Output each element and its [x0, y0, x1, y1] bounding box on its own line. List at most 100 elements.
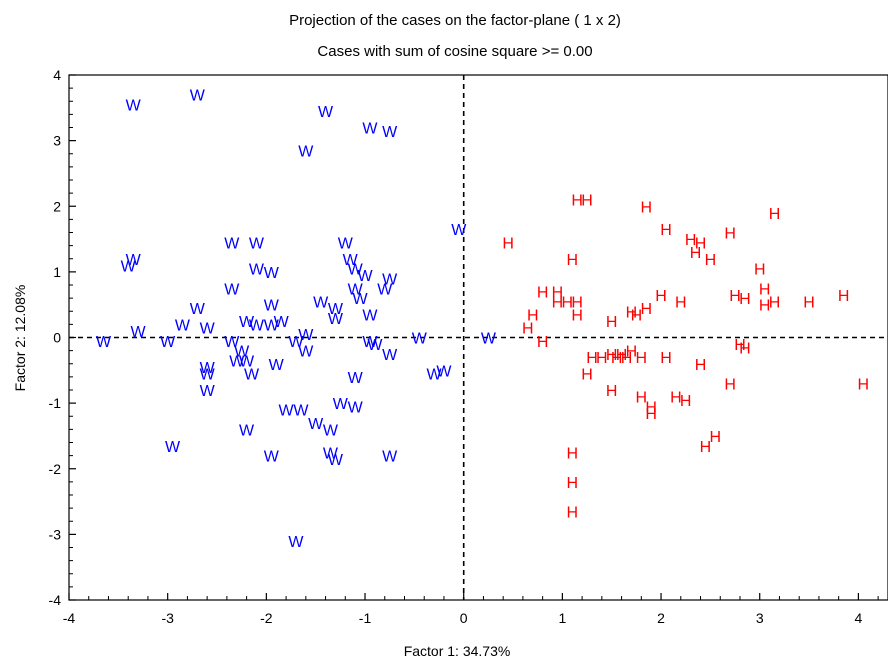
point-W: W — [190, 88, 206, 105]
x-tick-label: 4 — [854, 610, 862, 626]
point-W: W — [200, 367, 216, 384]
point-H: H — [631, 308, 643, 325]
point-H: H — [552, 285, 564, 302]
point-W: W — [348, 281, 364, 298]
point-H: H — [621, 350, 633, 367]
y-tick-label: -2 — [49, 461, 62, 477]
point-H: H — [838, 288, 850, 305]
point-H: H — [700, 439, 712, 456]
point-W: W — [377, 281, 393, 298]
point-H: H — [769, 206, 781, 223]
reference-lines — [69, 75, 888, 600]
point-W: W — [348, 262, 364, 279]
point-H: H — [759, 298, 771, 315]
point-W: W — [328, 301, 344, 318]
point-H: H — [552, 294, 564, 311]
y-tick-label: -4 — [49, 592, 62, 608]
point-H: H — [769, 294, 781, 311]
point-W: W — [175, 317, 191, 334]
chart-title: Projection of the cases on the factor-pl… — [289, 12, 621, 29]
point-H: H — [616, 347, 628, 364]
point-W: W — [357, 268, 373, 285]
point-W: W — [126, 98, 142, 115]
point-H: H — [640, 301, 652, 318]
point-H: H — [636, 390, 648, 407]
point-H: H — [626, 304, 638, 321]
point-W: W — [165, 439, 181, 456]
point-H: H — [660, 350, 672, 367]
point-W: W — [436, 363, 452, 380]
point-W: W — [190, 301, 206, 318]
x-axis-label: Factor 1: 34.73% — [404, 643, 511, 659]
point-H: H — [645, 399, 657, 416]
point-H: H — [739, 340, 751, 357]
x-tick-label: -2 — [260, 610, 273, 626]
x-tick-label: 1 — [558, 610, 566, 626]
point-W: W — [362, 308, 378, 325]
point-W: W — [200, 360, 216, 377]
point-H: H — [581, 193, 593, 210]
point-W: W — [239, 353, 255, 370]
point-H: H — [502, 235, 514, 252]
point-H: H — [660, 222, 672, 239]
x-tick-label: -4 — [63, 610, 76, 626]
point-H: H — [527, 308, 539, 325]
point-H: H — [670, 390, 682, 407]
point-W: W — [353, 291, 369, 308]
point-W: W — [249, 235, 265, 252]
point-W: W — [382, 449, 398, 466]
point-H: H — [566, 445, 578, 462]
point-W: W — [362, 334, 378, 351]
y-tick-label: 1 — [53, 264, 61, 280]
y-axis-label: Factor 2: 12.08% — [12, 285, 28, 392]
point-W: W — [427, 367, 443, 384]
y-tick-label: -1 — [49, 395, 62, 411]
point-H: H — [606, 314, 618, 331]
point-H: H — [636, 350, 648, 367]
x-tick-label: -1 — [359, 610, 372, 626]
y-tick-label: 3 — [53, 133, 61, 149]
point-W: W — [288, 534, 304, 551]
point-W: W — [288, 334, 304, 351]
point-W: W — [382, 124, 398, 141]
point-H: H — [695, 357, 707, 374]
x-tick-label: 0 — [460, 610, 468, 626]
point-H: H — [571, 308, 583, 325]
point-W: W — [244, 367, 260, 384]
point-H: H — [522, 321, 534, 338]
y-tick-label: -3 — [49, 526, 62, 542]
axes-group: -4 -3 -2 -1 0 1 2 3 4 -4 -3 -2 -1 0 1 2 3 4 — [49, 67, 879, 626]
point-H: H — [729, 288, 741, 305]
point-W: W — [382, 347, 398, 364]
point-H: H — [537, 334, 549, 351]
chart-subtitle: Cases with sum of cosine square >= 0.00 — [317, 43, 592, 60]
point-W: W — [96, 334, 112, 351]
y-tick-label: 4 — [53, 67, 61, 83]
point-H: H — [611, 350, 623, 367]
point-H: H — [655, 288, 667, 305]
point-H: H — [803, 294, 815, 311]
point-W: W — [293, 403, 309, 420]
point-W: W — [224, 235, 240, 252]
point-H: H — [562, 294, 574, 311]
point-W: W — [279, 403, 295, 420]
point-H: H — [675, 294, 687, 311]
point-H: H — [566, 475, 578, 492]
point-W: W — [323, 445, 339, 462]
x-tick-label: -3 — [161, 610, 174, 626]
point-W: W — [274, 314, 290, 331]
point-W: W — [200, 383, 216, 400]
point-H: H — [640, 199, 652, 216]
point-W: W — [126, 252, 142, 269]
point-H: H — [724, 376, 736, 393]
point-W: W — [298, 327, 314, 344]
point-W: W — [412, 331, 428, 348]
point-W: W — [200, 321, 216, 338]
point-W: W — [160, 334, 176, 351]
point-H: H — [695, 235, 707, 252]
point-H: H — [581, 367, 593, 384]
